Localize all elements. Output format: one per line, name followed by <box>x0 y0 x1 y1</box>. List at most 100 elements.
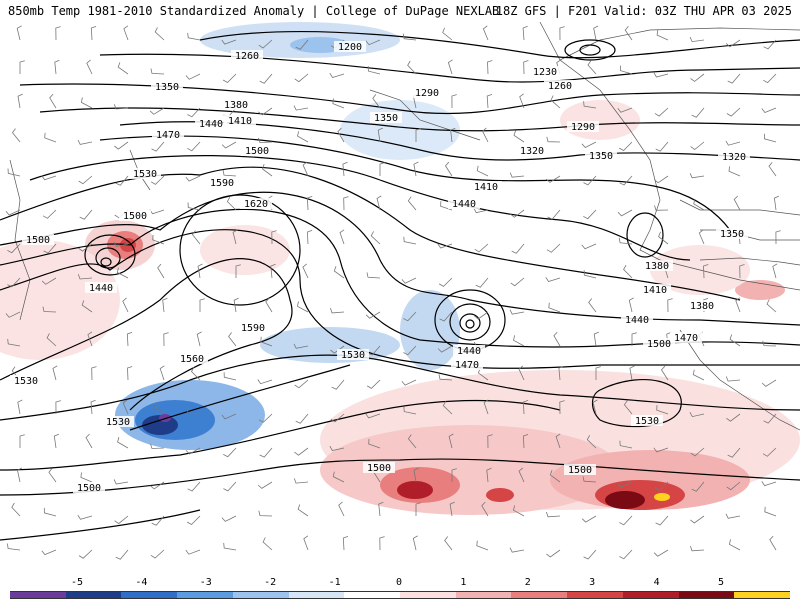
colorbar-tick-label: -3 <box>199 577 212 588</box>
wind-barb <box>232 229 238 245</box>
wind-barb <box>296 301 309 313</box>
contour-label: 1470 <box>156 130 180 141</box>
wind-barb <box>623 264 633 279</box>
wind-barb <box>474 311 489 320</box>
wind-barb <box>762 340 777 347</box>
wind-barb <box>513 335 525 347</box>
wind-barb <box>86 59 93 75</box>
wind-barb <box>698 229 705 245</box>
wind-barb <box>332 98 345 109</box>
colorbar-tick-label: 1 <box>460 577 467 588</box>
wind-barb <box>415 128 421 142</box>
contour-label: 1560 <box>180 354 204 365</box>
wind-barb <box>447 59 453 75</box>
wind-barb <box>185 549 201 555</box>
wind-barb <box>482 127 489 143</box>
wind-barb <box>487 434 493 449</box>
wind-barb <box>302 161 309 177</box>
wind-barb <box>187 202 201 211</box>
wind-barb <box>619 440 633 449</box>
wind-barb <box>582 476 597 483</box>
colorbar-segment <box>400 592 456 598</box>
wind-barb <box>81 300 93 313</box>
wind-barb <box>483 399 489 415</box>
contour-label: 1410 <box>228 116 252 127</box>
contour-label: 1290 <box>415 88 439 99</box>
wind-barb <box>260 336 273 347</box>
wind-barb <box>235 264 241 278</box>
wind-barb <box>329 445 345 451</box>
wind-barb <box>77 514 93 520</box>
contour-label: 1440 <box>625 315 649 326</box>
wind-barb <box>163 332 169 347</box>
wind-barb <box>271 230 277 245</box>
wind-barb <box>293 105 309 111</box>
wind-barb <box>510 209 525 218</box>
wind-barb <box>43 243 57 254</box>
wind-barb <box>510 277 525 287</box>
wind-barb <box>619 549 633 560</box>
contour-label-bg <box>241 145 273 156</box>
wind-barb <box>588 298 597 313</box>
contour-label: 1530 <box>14 376 38 387</box>
contour-label-bg <box>585 150 617 161</box>
colorbar-segment <box>121 592 178 598</box>
colorbar-tick-label: 2 <box>524 577 531 588</box>
map-panel: 1200 1260 1230 1260 1350 1290 1380 1410 1440 1470… <box>0 22 800 575</box>
wind-barb <box>150 175 165 185</box>
wind-barb <box>117 62 129 75</box>
wind-barb <box>149 209 165 215</box>
wind-barb <box>693 198 705 211</box>
contour-label-bg <box>206 177 238 188</box>
wind-barb <box>692 369 705 381</box>
contour-label: 1500 <box>26 235 50 246</box>
wind-barb <box>654 107 669 117</box>
wind-barb <box>329 72 345 78</box>
wind-barb <box>197 263 203 279</box>
wind-barb <box>442 401 453 415</box>
wind-barb <box>223 542 237 551</box>
contour-label: 1500 <box>77 483 101 494</box>
wind-barb <box>519 93 525 109</box>
wind-barb <box>729 334 741 347</box>
contour-label: 1200 <box>338 42 362 53</box>
wind-barb <box>581 141 597 148</box>
wind-barb <box>437 243 453 249</box>
wind-barb <box>42 209 57 219</box>
contour-label: 1380 <box>224 100 248 111</box>
wind-barb <box>270 263 276 279</box>
wind-barb <box>343 196 349 211</box>
wind-barb <box>297 504 309 517</box>
wind-barb <box>553 331 561 347</box>
wind-barb <box>113 479 129 485</box>
wind-barb <box>763 39 777 50</box>
wind-barb <box>55 26 61 41</box>
wind-barb <box>226 197 237 211</box>
wind-barb <box>150 481 165 490</box>
wind-barb <box>442 27 453 41</box>
wind-barb <box>733 195 741 211</box>
wind-barb <box>122 399 129 415</box>
wind-barb <box>451 468 457 482</box>
wind-barb <box>368 438 381 449</box>
contour-label-bg <box>119 210 151 221</box>
wind-barb <box>438 277 453 287</box>
contour-label-bg <box>370 112 402 123</box>
wind-barb <box>113 241 129 247</box>
wind-barb <box>513 130 525 143</box>
map-header: 850mb Temp 1981-2010 Standardized Anomal… <box>0 0 800 22</box>
colorbar-tick-label: 3 <box>589 577 596 588</box>
coastlines <box>9 22 800 431</box>
wind-barb <box>259 447 273 458</box>
contour-label-bg <box>448 198 480 209</box>
wind-barb <box>415 502 421 516</box>
wind-barb <box>78 243 93 252</box>
wind-barb <box>401 277 417 284</box>
wind-barb <box>653 549 669 557</box>
wind-barb <box>154 401 165 415</box>
contour-label: 1500 <box>123 211 147 222</box>
contour-label-bg <box>73 482 105 493</box>
wind-barb <box>222 170 237 177</box>
contour-label: 1590 <box>210 178 234 189</box>
wind-barb <box>365 413 381 419</box>
